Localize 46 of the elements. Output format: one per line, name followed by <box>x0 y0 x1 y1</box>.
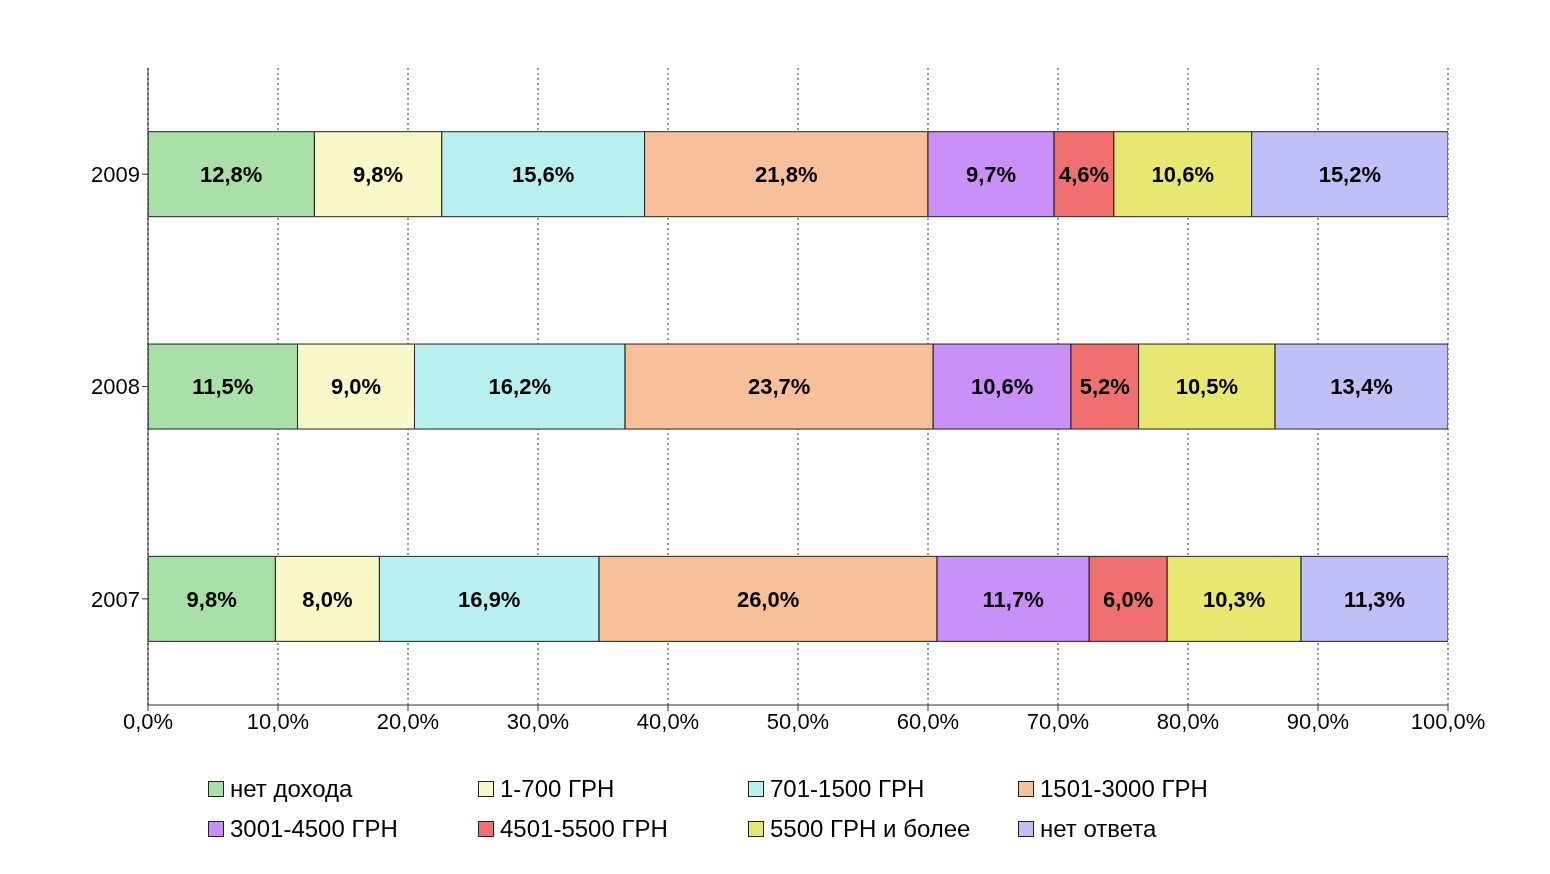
y-tick-label: 2009 <box>91 161 140 187</box>
data-label: 10,3% <box>1202 586 1266 612</box>
data-label: 5,2% <box>1079 374 1130 400</box>
x-tick-label: 40,0% <box>636 708 700 734</box>
data-label: 11,5% <box>192 374 254 400</box>
data-label: 23,7% <box>747 374 811 400</box>
legend-label: 5500 ГРН и более <box>770 815 971 843</box>
x-tick-label: 100,0% <box>1410 708 1486 734</box>
x-tick-label: 30,0% <box>506 708 570 734</box>
legend-label: 4501-5500 ГРН <box>500 815 668 843</box>
data-label: 9,8% <box>186 586 237 612</box>
data-label: 10,6% <box>1151 162 1214 188</box>
data-label: 10,6% <box>970 374 1034 400</box>
x-tick-label: 50,0% <box>766 708 830 734</box>
x-tick-label: 90,0% <box>1286 708 1350 734</box>
data-label: 13,4% <box>1330 374 1393 400</box>
legend-label: нет ответа <box>1040 815 1157 843</box>
data-label: 15,6% <box>512 162 575 188</box>
data-label: 9,0% <box>330 374 382 400</box>
data-label: 15,2% <box>1318 162 1382 188</box>
y-tick-label: 2008 <box>91 374 140 400</box>
x-tick-label: 70,0% <box>1026 708 1090 734</box>
legend-label: 1-700 ГРН <box>500 775 615 803</box>
data-label: 9,8% <box>353 162 404 188</box>
data-label: 21,8% <box>755 162 818 188</box>
data-label: 11,7% <box>982 586 1044 612</box>
legend-label: 3001-4500 ГРН <box>230 815 398 843</box>
y-tick-label: 2007 <box>91 586 140 612</box>
x-tick-label: 20,0% <box>376 708 440 734</box>
data-label: 6,0% <box>1103 586 1154 612</box>
x-tick-label: 60,0% <box>896 708 960 734</box>
x-tick-label: 10,0% <box>246 708 310 734</box>
legend-label: нет дохода <box>230 775 353 803</box>
data-label: 10,5% <box>1175 374 1239 400</box>
legend-label: 1501-3000 ГРН <box>1040 775 1208 803</box>
x-tick-label: 80,0% <box>1156 708 1220 734</box>
data-label: 26,0% <box>736 586 800 612</box>
data-label: 9,7% <box>965 162 1017 188</box>
data-label: 12,8% <box>200 162 263 188</box>
data-label: 16,2% <box>488 374 551 400</box>
data-label: 8,0% <box>302 586 353 612</box>
legend-label: 701-1500 ГРН <box>770 775 925 803</box>
data-label: 16,9% <box>458 586 521 612</box>
data-label: 4,6% <box>1058 162 1110 188</box>
data-label: 11,3% <box>1343 586 1406 612</box>
x-tick-label: 0,0% <box>122 708 174 734</box>
